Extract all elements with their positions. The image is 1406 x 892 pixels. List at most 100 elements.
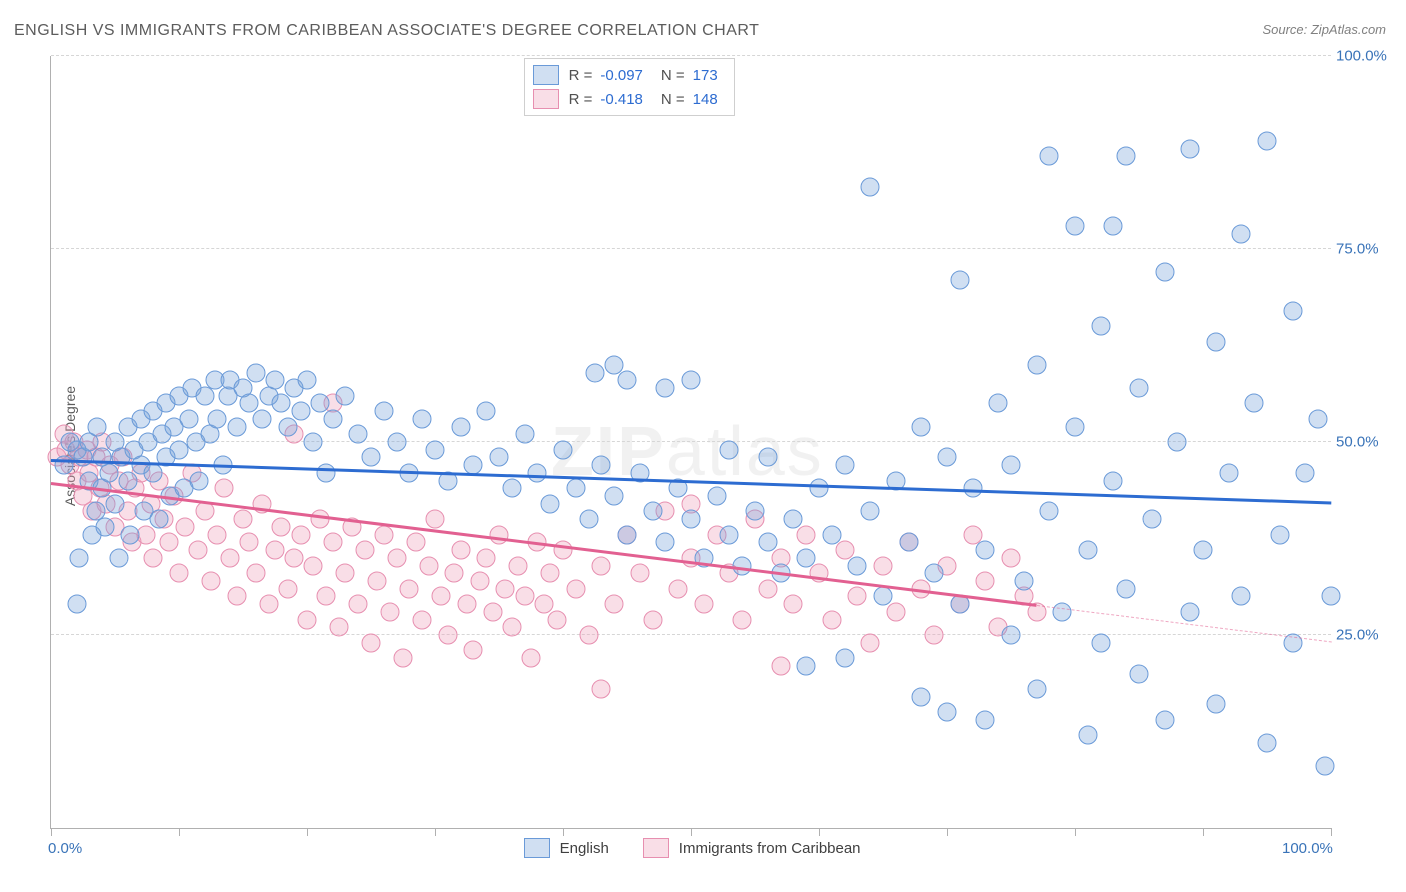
gridline xyxy=(51,441,1331,442)
data-point-caribbean xyxy=(771,656,790,675)
x-tick xyxy=(179,828,180,836)
data-point-english xyxy=(1258,734,1277,753)
data-point-caribbean xyxy=(758,579,777,598)
data-point-english xyxy=(362,448,381,467)
data-point-english xyxy=(1014,571,1033,590)
data-point-caribbean xyxy=(784,595,803,614)
data-point-caribbean xyxy=(227,587,246,606)
stats-row-english: R = -0.097 N = 173 xyxy=(533,63,726,87)
data-point-caribbean xyxy=(886,602,905,621)
data-point-caribbean xyxy=(464,641,483,660)
data-point-caribbean xyxy=(368,571,387,590)
data-point-caribbean xyxy=(669,579,688,598)
r-value-english: -0.097 xyxy=(600,67,643,84)
data-point-english xyxy=(1130,664,1149,683)
data-point-english xyxy=(1078,726,1097,745)
data-point-caribbean xyxy=(541,564,560,583)
data-point-english xyxy=(1027,680,1046,699)
data-point-caribbean xyxy=(144,548,163,567)
data-point-english xyxy=(1066,417,1085,436)
data-point-caribbean xyxy=(394,649,413,668)
data-point-caribbean xyxy=(419,556,438,575)
swatch-caribbean xyxy=(643,838,669,858)
data-point-english xyxy=(109,548,128,567)
data-point-caribbean xyxy=(374,525,393,544)
data-point-caribbean xyxy=(406,533,425,552)
n-value-english: 173 xyxy=(693,67,718,84)
data-point-english xyxy=(720,525,739,544)
data-point-caribbean xyxy=(202,571,221,590)
data-point-caribbean xyxy=(189,541,208,560)
data-point-english xyxy=(586,363,605,382)
data-point-caribbean xyxy=(643,610,662,629)
data-point-caribbean xyxy=(547,610,566,629)
data-point-english xyxy=(848,556,867,575)
swatch-english xyxy=(533,65,559,85)
data-point-caribbean xyxy=(278,579,297,598)
data-point-english xyxy=(925,564,944,583)
data-point-english xyxy=(835,456,854,475)
data-point-english xyxy=(477,402,496,421)
x-tick xyxy=(1203,828,1204,836)
data-point-caribbean xyxy=(413,610,432,629)
data-point-english xyxy=(1091,317,1110,336)
data-point-english xyxy=(190,471,209,490)
data-point-english xyxy=(298,371,317,390)
data-point-english xyxy=(1130,378,1149,397)
data-point-english xyxy=(784,510,803,529)
data-point-caribbean xyxy=(159,533,178,552)
data-point-english xyxy=(1027,355,1046,374)
data-point-english xyxy=(1168,433,1187,452)
x-tick xyxy=(691,828,692,836)
data-point-caribbean xyxy=(605,595,624,614)
data-point-english xyxy=(682,510,701,529)
data-point-caribbean xyxy=(426,510,445,529)
data-point-caribbean xyxy=(483,602,502,621)
data-point-english xyxy=(554,440,573,459)
gridline xyxy=(51,248,1331,249)
data-point-caribbean xyxy=(502,618,521,637)
data-point-english xyxy=(1219,463,1238,482)
data-point-caribbean xyxy=(1002,548,1021,567)
data-point-english xyxy=(304,433,323,452)
data-point-english xyxy=(566,479,585,498)
data-point-english xyxy=(605,487,624,506)
data-point-caribbean xyxy=(451,541,470,560)
data-point-caribbean xyxy=(317,587,336,606)
data-point-english xyxy=(963,479,982,498)
n-value-caribbean: 148 xyxy=(693,91,718,108)
data-point-caribbean xyxy=(432,587,451,606)
data-point-english xyxy=(490,448,509,467)
data-point-caribbean xyxy=(240,533,259,552)
data-point-caribbean xyxy=(310,510,329,529)
data-point-english xyxy=(822,525,841,544)
data-point-english xyxy=(643,502,662,521)
data-point-english xyxy=(810,479,829,498)
data-point-caribbean xyxy=(195,502,214,521)
n-label: N = xyxy=(661,67,685,84)
data-point-caribbean xyxy=(630,564,649,583)
data-point-english xyxy=(323,409,342,428)
data-point-english xyxy=(579,510,598,529)
x-tick xyxy=(1075,828,1076,836)
data-point-english xyxy=(1232,224,1251,243)
data-point-english xyxy=(67,595,86,614)
data-point-english xyxy=(1040,147,1059,166)
data-point-english xyxy=(1066,216,1085,235)
data-point-english xyxy=(950,270,969,289)
gridline xyxy=(51,55,1331,56)
data-point-english xyxy=(253,409,272,428)
r-value-caribbean: -0.418 xyxy=(600,91,643,108)
data-point-caribbean xyxy=(246,564,265,583)
y-tick-label: 75.0% xyxy=(1336,241,1391,258)
data-point-english xyxy=(1002,456,1021,475)
data-point-caribbean xyxy=(861,633,880,652)
x-tick xyxy=(435,828,436,836)
data-point-english xyxy=(1040,502,1059,521)
data-point-caribbean xyxy=(496,579,515,598)
data-point-english xyxy=(1296,463,1315,482)
data-point-english xyxy=(1181,602,1200,621)
data-point-english xyxy=(1104,216,1123,235)
data-point-english xyxy=(227,417,246,436)
data-point-caribbean xyxy=(925,626,944,645)
